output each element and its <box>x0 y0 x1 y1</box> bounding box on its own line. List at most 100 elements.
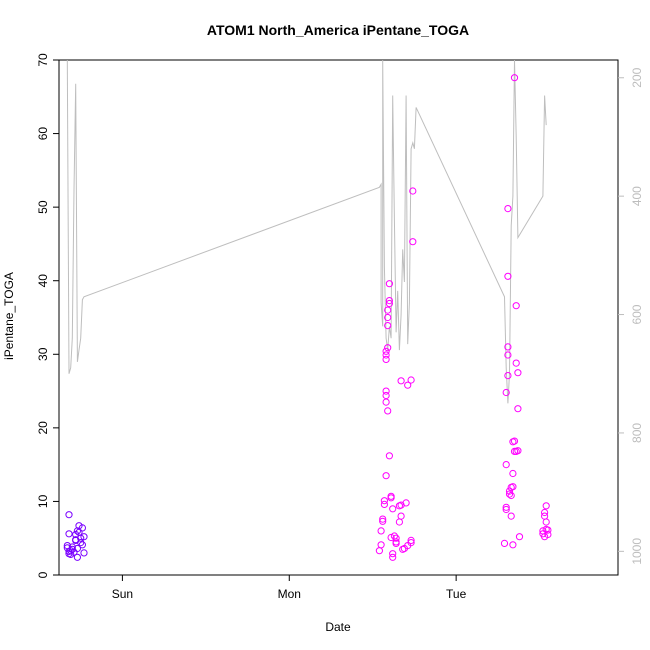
data-point <box>385 299 393 308</box>
data-point <box>514 447 522 455</box>
data-point <box>77 534 85 542</box>
data-point <box>505 487 514 495</box>
data-point <box>505 490 514 498</box>
y2-tick-label: 400 <box>630 186 644 206</box>
y-axis-label: iPentane_TOGA <box>2 272 16 360</box>
data-point <box>510 74 519 82</box>
data-point <box>509 483 517 491</box>
data-point <box>385 297 393 305</box>
data-point <box>377 541 385 549</box>
data-point <box>502 503 510 511</box>
data-point <box>389 550 397 558</box>
data-point <box>384 313 392 322</box>
data-point <box>384 322 392 330</box>
plot-frame <box>58 59 619 576</box>
data-point <box>384 306 392 314</box>
y-tick-label: 50 <box>36 200 50 214</box>
data-point <box>382 472 390 480</box>
data-point <box>509 541 517 549</box>
x-tick-label: Tue <box>446 587 467 601</box>
data-point <box>407 376 415 384</box>
data-point <box>385 452 393 460</box>
data-point <box>502 388 510 397</box>
data-point <box>407 539 415 547</box>
data-point <box>541 508 549 517</box>
data-point <box>73 553 82 561</box>
data-point <box>389 553 397 561</box>
x-tick-label: Mon <box>278 587 301 601</box>
data-point <box>502 461 510 469</box>
x-axis-label: Date <box>325 620 351 634</box>
data-point <box>544 526 552 534</box>
data-point <box>512 359 520 367</box>
data-point <box>392 539 400 548</box>
data-point <box>500 539 509 548</box>
data-point <box>382 391 390 400</box>
data-point <box>78 524 87 532</box>
data-point <box>507 491 515 500</box>
data-point <box>402 499 410 507</box>
data-point <box>504 272 512 280</box>
data-point <box>380 497 388 505</box>
data-point <box>63 542 71 550</box>
y-tick-label: 40 <box>36 274 50 288</box>
y-tick-label: 20 <box>36 421 50 435</box>
data-point <box>504 343 512 351</box>
data-point <box>385 280 393 288</box>
data-point <box>504 205 512 213</box>
data-point <box>404 381 412 389</box>
data-point <box>377 527 385 535</box>
data-point <box>384 407 392 415</box>
data-point <box>379 515 387 523</box>
y2-tick-label: 600 <box>630 304 644 324</box>
data-point <box>380 500 388 508</box>
data-point <box>509 469 517 478</box>
data-point <box>387 533 395 542</box>
data-point <box>65 530 73 538</box>
data-point <box>541 533 549 541</box>
data-point <box>407 536 415 545</box>
y-tick-label: 30 <box>36 347 50 361</box>
axes: 0 10 20 30 40 50 60 70 200 400 600 800 1000 Sun Mon Tue <box>36 53 644 601</box>
data-point <box>68 543 76 551</box>
data-point <box>389 505 397 513</box>
data-point <box>542 502 550 510</box>
data-point <box>504 351 512 359</box>
y-tick-label: 0 <box>36 571 50 578</box>
data-point <box>514 405 522 413</box>
data-point <box>387 494 395 502</box>
data-point <box>515 533 524 541</box>
data-point <box>382 387 390 395</box>
y2-tick-label: 200 <box>630 67 644 87</box>
x-tick-label: Sun <box>112 587 133 601</box>
y2-tick-label: 1000 <box>630 538 644 565</box>
data-point <box>397 377 405 385</box>
data-point <box>382 355 390 363</box>
data-point <box>78 541 87 549</box>
data-point <box>379 517 387 525</box>
data-point <box>65 511 73 519</box>
data-point <box>510 437 519 445</box>
data-point <box>80 549 88 557</box>
data-point <box>409 238 417 246</box>
data-point <box>504 372 512 380</box>
y-tick-label: 10 <box>36 494 50 508</box>
data-point <box>384 344 392 352</box>
data-point <box>397 512 405 520</box>
data-point <box>392 534 400 542</box>
chart-title: ATOM1 North_America iPentane_TOGA <box>207 22 469 38</box>
y-tick-label: 60 <box>36 127 50 141</box>
data-point <box>73 544 82 553</box>
points-layer <box>63 74 552 561</box>
data-point <box>409 187 417 195</box>
data-point <box>512 302 520 310</box>
data-point <box>507 512 515 520</box>
data-point <box>72 536 80 544</box>
data-point <box>542 518 550 526</box>
data-point <box>382 347 390 355</box>
data-point <box>80 533 88 541</box>
y2-tick-label: 800 <box>630 423 644 443</box>
data-point <box>514 369 522 377</box>
